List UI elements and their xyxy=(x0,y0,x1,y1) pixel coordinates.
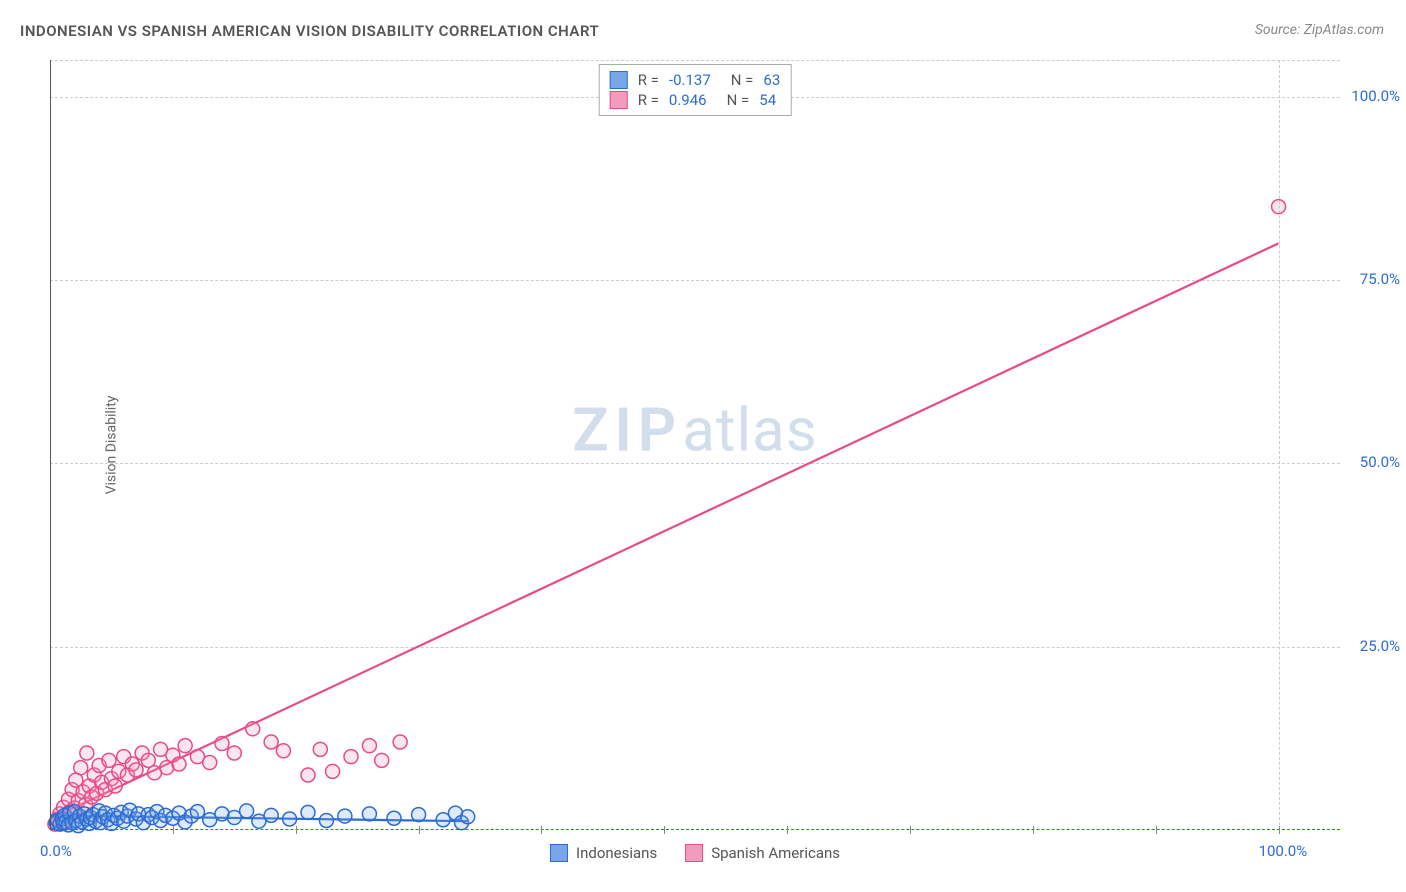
chart-svg xyxy=(50,60,1340,830)
y-axis-line xyxy=(50,60,51,830)
legend-label-series-2: Spanish Americans xyxy=(711,844,840,862)
legend-n-value-2: 54 xyxy=(759,91,776,109)
legend-r-value-2: 0.946 xyxy=(669,91,707,109)
correlation-legend: R = -0.137 N = 63 R = 0.946 N = 54 xyxy=(599,64,792,116)
x-tick-end: 100.0% xyxy=(1259,842,1308,860)
x-axis-line xyxy=(50,829,1340,830)
legend-r-value-1: -0.137 xyxy=(669,71,711,89)
legend-swatch-series-1 xyxy=(610,71,628,89)
legend-row-series-2: R = 0.946 N = 54 xyxy=(610,90,781,110)
legend-swatch-series-2 xyxy=(610,91,628,109)
source-prefix: Source: xyxy=(1255,22,1304,38)
chart-plot-area: Vision Disability ZIPatlas 25.0%50.0%75.… xyxy=(50,60,1340,830)
legend-r-label: R = xyxy=(638,71,659,89)
legend-label-series-1: Indonesians xyxy=(576,844,657,862)
legend-item-series-1: Indonesians xyxy=(550,844,657,862)
source-attribution: Source: ZipAtlas.com xyxy=(1255,22,1384,38)
chart-title: INDONESIAN VS SPANISH AMERICAN VISION DI… xyxy=(20,22,599,40)
legend-n-value-1: 63 xyxy=(763,71,780,89)
legend-item-series-2: Spanish Americans xyxy=(685,844,840,862)
legend-r-label: R = xyxy=(638,91,659,109)
x-tick-origin: 0.0% xyxy=(40,842,72,860)
legend-row-series-1: R = -0.137 N = 63 xyxy=(610,70,781,90)
source-name: ZipAtlas.com xyxy=(1304,22,1384,38)
legend-n-label: N = xyxy=(731,71,754,89)
series-legend: Indonesians Spanish Americans xyxy=(550,844,840,862)
legend-swatch-series-2 xyxy=(685,844,703,862)
legend-swatch-series-1 xyxy=(550,844,568,862)
legend-n-label: N = xyxy=(727,91,750,109)
